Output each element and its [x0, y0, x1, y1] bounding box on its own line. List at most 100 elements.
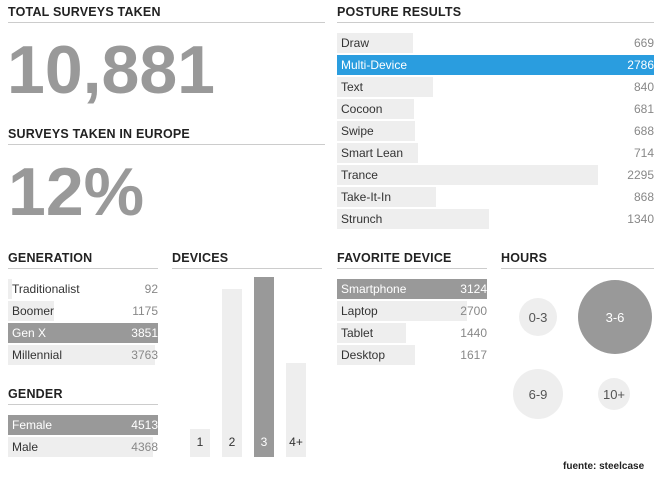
- device-column-label: 3: [260, 435, 268, 449]
- bar: [8, 323, 158, 343]
- bar-row: Traditionalist 92: [8, 279, 158, 299]
- bar-row: Draw 669: [337, 33, 654, 53]
- bar-row: Tablet 1440: [337, 323, 487, 343]
- bar: [337, 187, 436, 207]
- hours-title: HOURS: [501, 251, 548, 265]
- bar: [8, 279, 12, 299]
- bar-value-label: 4513: [131, 418, 158, 432]
- devices-title: DEVICES: [172, 251, 229, 265]
- bar-label: Traditionalist: [12, 282, 80, 296]
- bar-row: Trance 2295: [337, 165, 654, 185]
- bar-row: Laptop 2700: [337, 301, 487, 321]
- bar-label: Tablet: [341, 326, 374, 340]
- bar-row: Male 4368: [8, 437, 158, 457]
- bar-row: Take-It-In 868: [337, 187, 654, 207]
- divider: [501, 268, 654, 269]
- bar-value-label: 4368: [131, 440, 158, 454]
- bar: [337, 33, 413, 53]
- bar-row: Smartphone 3124: [337, 279, 487, 299]
- bar-value-label: 681: [633, 102, 654, 116]
- bar-label: Text: [341, 80, 364, 94]
- bar-value-label: 1617: [460, 348, 487, 362]
- bar: [337, 77, 433, 97]
- device-column: [286, 363, 306, 457]
- bar-value-label: 1175: [132, 304, 158, 318]
- bar-label: Desktop: [341, 348, 386, 362]
- divider: [8, 22, 325, 23]
- total-surveys-title: TOTAL SURVEYS TAKEN: [8, 5, 161, 19]
- bar-row: Gen X 3851: [8, 323, 158, 343]
- hours-bubble: 10+: [598, 378, 630, 410]
- bar: [8, 437, 153, 457]
- bar: [337, 209, 489, 229]
- bar-row: Smart Lean 714: [337, 143, 654, 163]
- bar: [8, 415, 158, 435]
- bar-row: Boomer 1175: [8, 301, 158, 321]
- bar: [337, 121, 415, 141]
- bar-value-label: 2786: [627, 58, 654, 72]
- hours-bubble: 3-6: [578, 280, 652, 354]
- divider: [337, 268, 487, 269]
- bar: [337, 301, 467, 321]
- bar: [337, 345, 415, 365]
- favorite-device-title: FAVORITE DEVICE: [337, 251, 452, 265]
- device-column-label: 2: [228, 435, 236, 449]
- bar-label: Male: [12, 440, 39, 454]
- device-column: [222, 289, 242, 457]
- bar-label: Strunch: [341, 212, 383, 226]
- bar-value-label: 3124: [460, 282, 487, 296]
- bar: [8, 345, 155, 365]
- gender-title: GENDER: [8, 387, 63, 401]
- bar: [337, 279, 487, 299]
- bar-label: Multi-Device: [341, 58, 408, 72]
- bar-value-label: 1340: [627, 212, 654, 226]
- posture-title: POSTURE RESULTS: [337, 5, 462, 19]
- bar-label: Swipe: [341, 124, 374, 138]
- bar-value-label: 840: [633, 80, 654, 94]
- bar-label: Female: [12, 418, 53, 432]
- total-surveys-value: 10,881: [7, 32, 215, 108]
- bar: [337, 55, 654, 75]
- bar-row: Text 840: [337, 77, 654, 97]
- bar-value-label: 92: [144, 282, 158, 296]
- bar-row: Cocoon 681: [337, 99, 654, 119]
- bar-label: Millennial: [12, 348, 63, 362]
- bar-row: Female 4513: [8, 415, 158, 435]
- bar-row: Millennial 3763: [8, 345, 158, 365]
- bar-value-label: 3851: [131, 326, 158, 340]
- bar-value-label: 2295: [627, 168, 654, 182]
- divider: [8, 404, 158, 405]
- device-column-label: 4+: [289, 435, 303, 449]
- bar-label: Boomer: [12, 304, 55, 318]
- bar-row: Multi-Device 2786: [337, 55, 654, 75]
- bar-value-label: 868: [633, 190, 654, 204]
- bar-label: Smartphone: [341, 282, 407, 296]
- bar-value-label: 1440: [460, 326, 487, 340]
- europe-surveys-value: 12%: [8, 154, 145, 230]
- bar-value-label: 714: [633, 146, 654, 160]
- europe-surveys-title: SURVEYS TAKEN IN EUROPE: [8, 127, 190, 141]
- divider: [8, 144, 325, 145]
- divider: [337, 22, 654, 23]
- bar-label: Laptop: [341, 304, 378, 318]
- divider: [172, 268, 322, 269]
- device-column-label: 1: [196, 435, 204, 449]
- divider: [8, 268, 158, 269]
- hours-bubble: 0-3: [519, 298, 557, 336]
- bar-row: Swipe 688: [337, 121, 654, 141]
- bar-row: Desktop 1617: [337, 345, 487, 365]
- bar-value-label: 3763: [131, 348, 158, 362]
- bar-label: Draw: [341, 36, 370, 50]
- device-column: [254, 277, 274, 457]
- bar-label: Trance: [341, 168, 378, 182]
- hours-bubble: 6-9: [513, 369, 563, 419]
- generation-title: GENERATION: [8, 251, 93, 265]
- source-note: fuente: steelcase: [563, 461, 645, 472]
- bar: [337, 99, 414, 119]
- bar: [337, 143, 418, 163]
- bar-value-label: 2700: [460, 304, 487, 318]
- bar: [8, 301, 54, 321]
- device-column: [190, 429, 210, 457]
- bar-value-label: 688: [633, 124, 654, 138]
- bar-label: Gen X: [12, 326, 47, 340]
